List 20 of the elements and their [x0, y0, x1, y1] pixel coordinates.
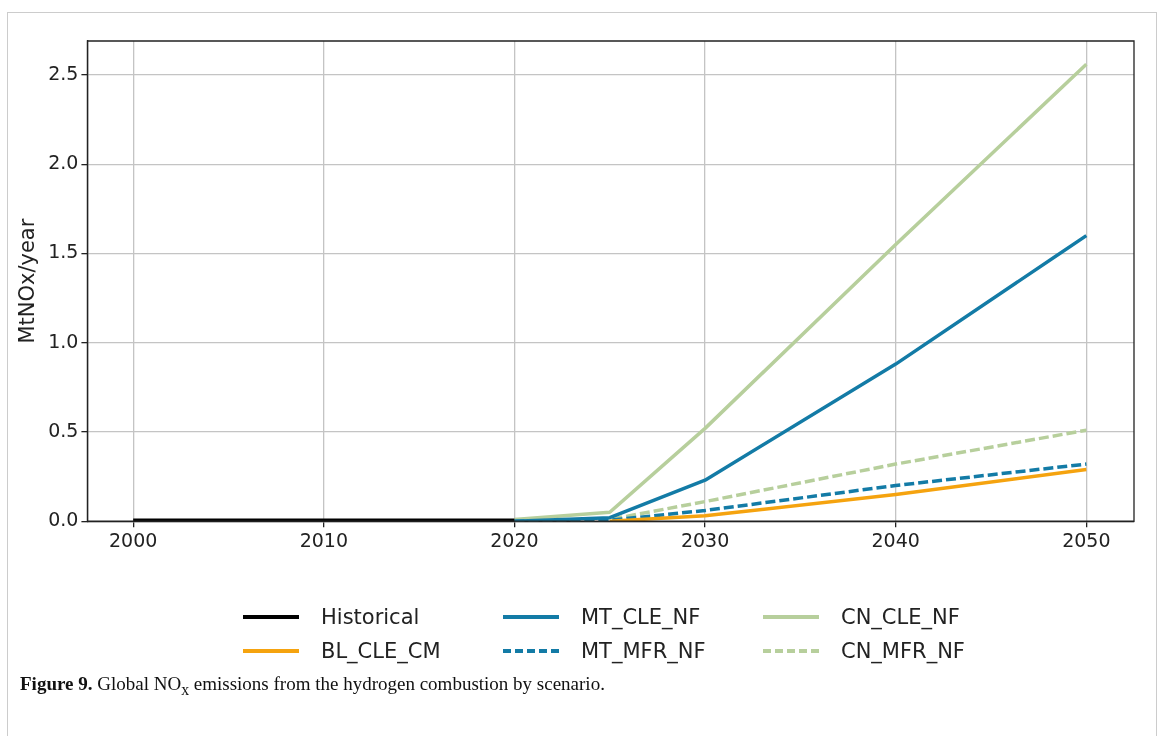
- y-axis-title: MtNOx/year: [15, 218, 40, 344]
- x-tick-label: 2050: [1062, 528, 1111, 551]
- legend-label: BL_CLE_CM: [321, 639, 441, 663]
- y-tick-label: 0.0: [48, 508, 79, 531]
- caption: Figure 9. Global NO$_{x}$ emissions from the hydrogen combustion by scenario.: [20, 673, 605, 698]
- y-tick-label: 2.0: [48, 151, 79, 174]
- legend-label: CN_CLE_NF: [841, 605, 960, 629]
- x-tick-label: 2020: [490, 528, 539, 551]
- x-tick-label: 2040: [871, 528, 920, 551]
- y-tick-label: 1.5: [48, 240, 79, 263]
- legend-label: Historical: [321, 605, 420, 629]
- x-tick-label: 2030: [680, 528, 730, 551]
- legend-label: MT_CLE_NF: [581, 605, 701, 629]
- legend-label: CN_MFR_NF: [841, 639, 965, 663]
- y-tick-label: 1.0: [48, 329, 79, 352]
- y-tick-label: 2.5: [48, 61, 79, 84]
- x-tick-label: 2010: [299, 528, 348, 551]
- legend-label: MT_MFR_NF: [581, 639, 706, 663]
- x-tick-label: 2000: [108, 528, 158, 551]
- y-tick-label: 0.5: [48, 418, 79, 441]
